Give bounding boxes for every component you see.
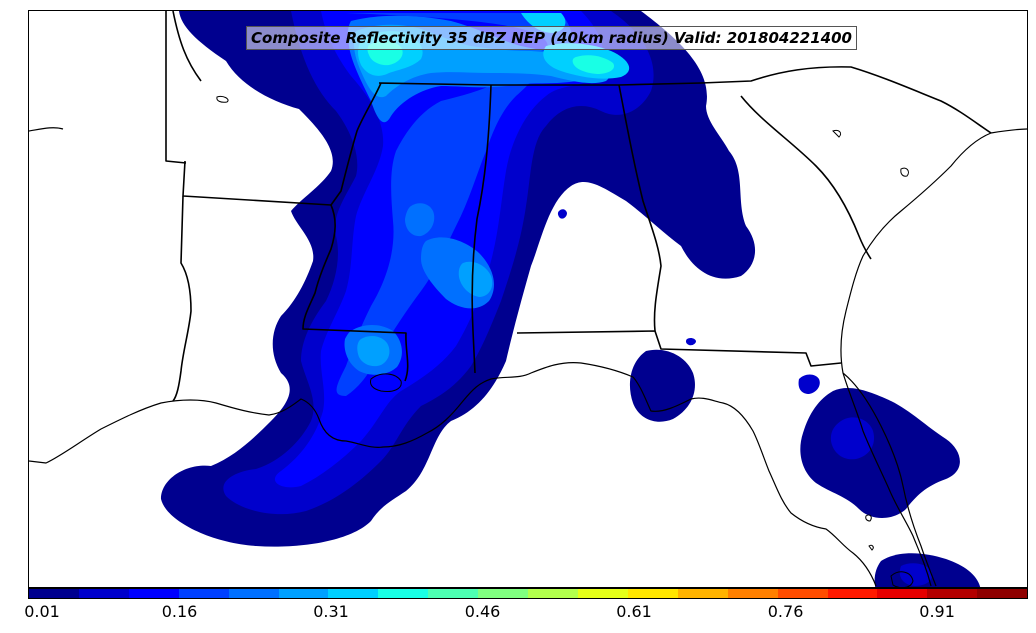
colorbar-segment <box>577 589 628 598</box>
state-line-ga-sc-river <box>740 95 872 260</box>
state-line-ms-tn <box>378 82 702 86</box>
atlantic-coastline <box>840 128 1027 587</box>
lake-okeechobee <box>890 571 914 587</box>
texas-coastline <box>29 127 64 132</box>
probability-area-louisiana-l6 <box>357 335 390 367</box>
colorbar-segment <box>927 589 978 598</box>
probability-area-south-florida-l2 <box>899 563 933 586</box>
lake-small-3 <box>868 544 874 551</box>
colorbar-segment <box>727 589 778 598</box>
probability-area-small-3 <box>557 209 567 219</box>
colorbar-segment <box>29 589 79 598</box>
colorbar-tick-label: 0.76 <box>767 602 804 621</box>
colorbar-tick-label: 0.01 <box>24 602 60 621</box>
island-1 <box>900 167 909 177</box>
probability-area-max-2 <box>572 55 615 74</box>
colorbar-segment <box>378 589 429 598</box>
state-line-ms-river-north <box>330 82 382 206</box>
probability-map <box>29 11 1027 587</box>
colorbar-tick-label: 0.16 <box>161 602 198 621</box>
state-line-la-west <box>172 195 192 402</box>
colorbar-segment <box>627 589 678 598</box>
state-line-ga-sc <box>700 66 992 134</box>
colorbar-segment <box>78 589 129 598</box>
probability-area-peninsula <box>800 388 960 518</box>
state-line-ms-al <box>471 84 492 374</box>
colorbar-tick-label: 0.61 <box>616 602 652 621</box>
colorbar-tick-label: 0.91 <box>919 602 955 621</box>
colorbar-segment <box>827 589 878 598</box>
state-line-mississippi-river <box>172 11 409 382</box>
probability-area-panhandle <box>629 349 695 422</box>
lakes <box>216 96 914 587</box>
probability-area-small-1 <box>798 374 820 394</box>
colorbar-segment <box>528 589 578 598</box>
colorbar-segment <box>677 589 728 598</box>
island-2 <box>832 130 842 138</box>
colorbar-segment <box>977 589 1028 598</box>
colorbar-segment <box>478 589 529 598</box>
probability-field <box>161 11 981 587</box>
map-title: Composite Reflectivity 35 dBZ NEP (40km … <box>246 26 857 50</box>
gulf-coastline <box>29 362 877 587</box>
state-line-al-ga <box>618 84 662 332</box>
probability-area-msal-l5 <box>405 203 435 237</box>
colorbar-segment <box>328 589 379 598</box>
boundaries <box>29 11 1027 587</box>
colorbar-tick-label: 0.31 <box>313 602 349 621</box>
lake-small-2 <box>865 514 872 522</box>
probability-area-main-l4 <box>336 13 573 396</box>
colorbar-segment <box>428 589 479 598</box>
state-line-fl-peninsula <box>842 372 937 587</box>
state-line-ok-tx <box>165 11 187 164</box>
colorbar-segment <box>228 589 279 598</box>
colorbar-tick-label: 0.46 <box>464 602 501 621</box>
colorbar-segment <box>777 589 828 598</box>
lake-small-1 <box>216 96 229 103</box>
probability-area-alabama-l6 <box>458 261 493 297</box>
colorbar-segment <box>128 589 179 598</box>
map-panel: Composite Reflectivity 35 dBZ NEP (40km … <box>28 10 1028 588</box>
probability-area-small-2 <box>685 337 696 346</box>
state-line-al-fl <box>516 330 842 367</box>
probability-area-peninsula-l2 <box>830 417 875 460</box>
colorbar <box>28 588 1028 599</box>
colorbar-segment <box>877 589 928 598</box>
colorbar-segment <box>278 589 329 598</box>
lake-pontchartrain <box>370 373 402 392</box>
colorbar-segment <box>178 589 229 598</box>
colorbar-tick-labels: 0.01 0.16 0.31 0.46 0.61 0.76 0.91 <box>24 599 1028 629</box>
